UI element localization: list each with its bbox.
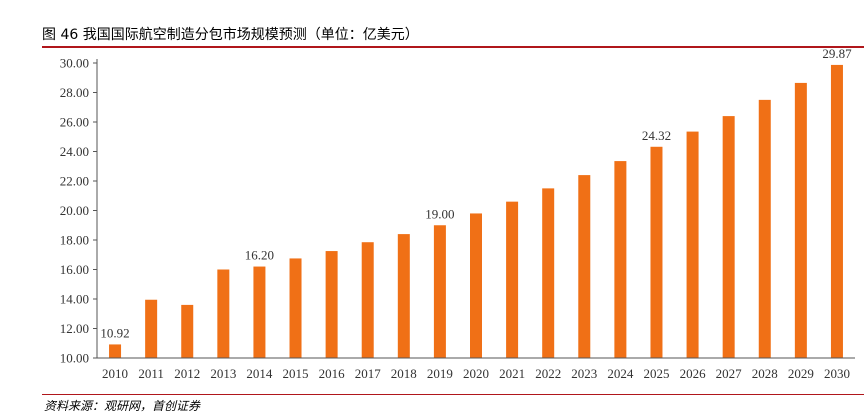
bar-2021	[506, 201, 519, 358]
bar-2017	[361, 242, 374, 358]
bar-2023	[578, 175, 591, 358]
x-tick-label: 2011	[138, 366, 164, 381]
x-tick-label: 2026	[680, 366, 707, 381]
x-axis: 2010 2011 2012 2013 2014 2015 2016 2017 2018 2019…	[97, 357, 855, 381]
x-tick-label: 2024	[607, 366, 634, 381]
y-tick-label: 10.00	[60, 351, 89, 366]
bar-2024	[614, 161, 627, 358]
top-rule	[42, 46, 864, 48]
bar-2014	[253, 266, 266, 358]
x-tick-label: 2016	[319, 366, 346, 381]
bar-2028	[758, 99, 771, 358]
figure-title: 图 46 我国国际航空制造分包市场规模预测（单位：亿美元）	[42, 27, 419, 43]
y-tick-label: 30.00	[60, 56, 89, 71]
x-tick-label: 2021	[499, 366, 525, 381]
y-axis: 10.00 12.00 14.00 16.00 18.00 20.00 22.00 24.00…	[60, 56, 98, 366]
bar-2013	[217, 269, 230, 358]
bar-2022	[542, 188, 555, 358]
y-tick-label: 14.00	[60, 292, 89, 307]
x-tick-label: 2027	[716, 366, 743, 381]
x-tick-label: 2017	[355, 366, 382, 381]
data-label: 19.00	[425, 206, 454, 221]
bar-2030	[830, 64, 843, 358]
bar-2012	[181, 304, 194, 358]
bar-2015	[289, 258, 302, 358]
data-label: 29.87	[822, 46, 852, 61]
bar-2029	[794, 82, 807, 358]
x-tick-label: 2019	[427, 366, 453, 381]
x-tick-label: 2010	[102, 366, 128, 381]
bar-2026	[686, 131, 699, 358]
x-tick-label: 2030	[824, 366, 850, 381]
y-tick-label: 18.00	[60, 233, 89, 248]
y-tick-label: 12.00	[60, 321, 89, 336]
y-tick-label: 28.00	[60, 85, 89, 100]
bar-2016	[325, 251, 338, 358]
data-label: 10.92	[100, 325, 129, 340]
x-tick-label: 2014	[246, 366, 273, 381]
x-tick-label: 2022	[535, 366, 561, 381]
y-tick-label: 26.00	[60, 115, 89, 130]
y-tick-label: 20.00	[60, 203, 89, 218]
bar-2010	[109, 344, 122, 358]
source-note: 资料来源：观研网，首创证券	[44, 399, 201, 413]
data-labels: 10.92 16.20 19.00 24.32 29.87	[100, 46, 852, 341]
bar-2011	[145, 299, 158, 358]
x-tick-label: 2028	[752, 366, 778, 381]
x-tick-label: 2023	[571, 366, 597, 381]
data-label: 16.20	[245, 248, 274, 263]
x-tick-label: 2020	[463, 366, 489, 381]
y-tick-label: 16.00	[60, 262, 89, 277]
bars	[109, 64, 843, 358]
bar-chart: 10.00 12.00 14.00 16.00 18.00 20.00 22.00 24.00…	[60, 46, 855, 381]
y-tick-label: 24.00	[60, 144, 89, 159]
x-tick-label: 2013	[210, 366, 236, 381]
x-tick-label: 2025	[643, 366, 669, 381]
y-tick-label: 22.00	[60, 174, 89, 189]
bar-2027	[722, 116, 735, 358]
x-tick-label: 2012	[174, 366, 200, 381]
bar-2019	[433, 225, 446, 358]
x-tick-label: 2018	[391, 366, 417, 381]
bar-2020	[470, 213, 482, 358]
data-label: 24.32	[642, 128, 671, 143]
bar-2025	[650, 146, 663, 358]
x-tick-label: 2029	[788, 366, 814, 381]
bar-2018	[397, 234, 410, 358]
bottom-rule	[42, 394, 864, 395]
x-tick-label: 2015	[283, 366, 309, 381]
